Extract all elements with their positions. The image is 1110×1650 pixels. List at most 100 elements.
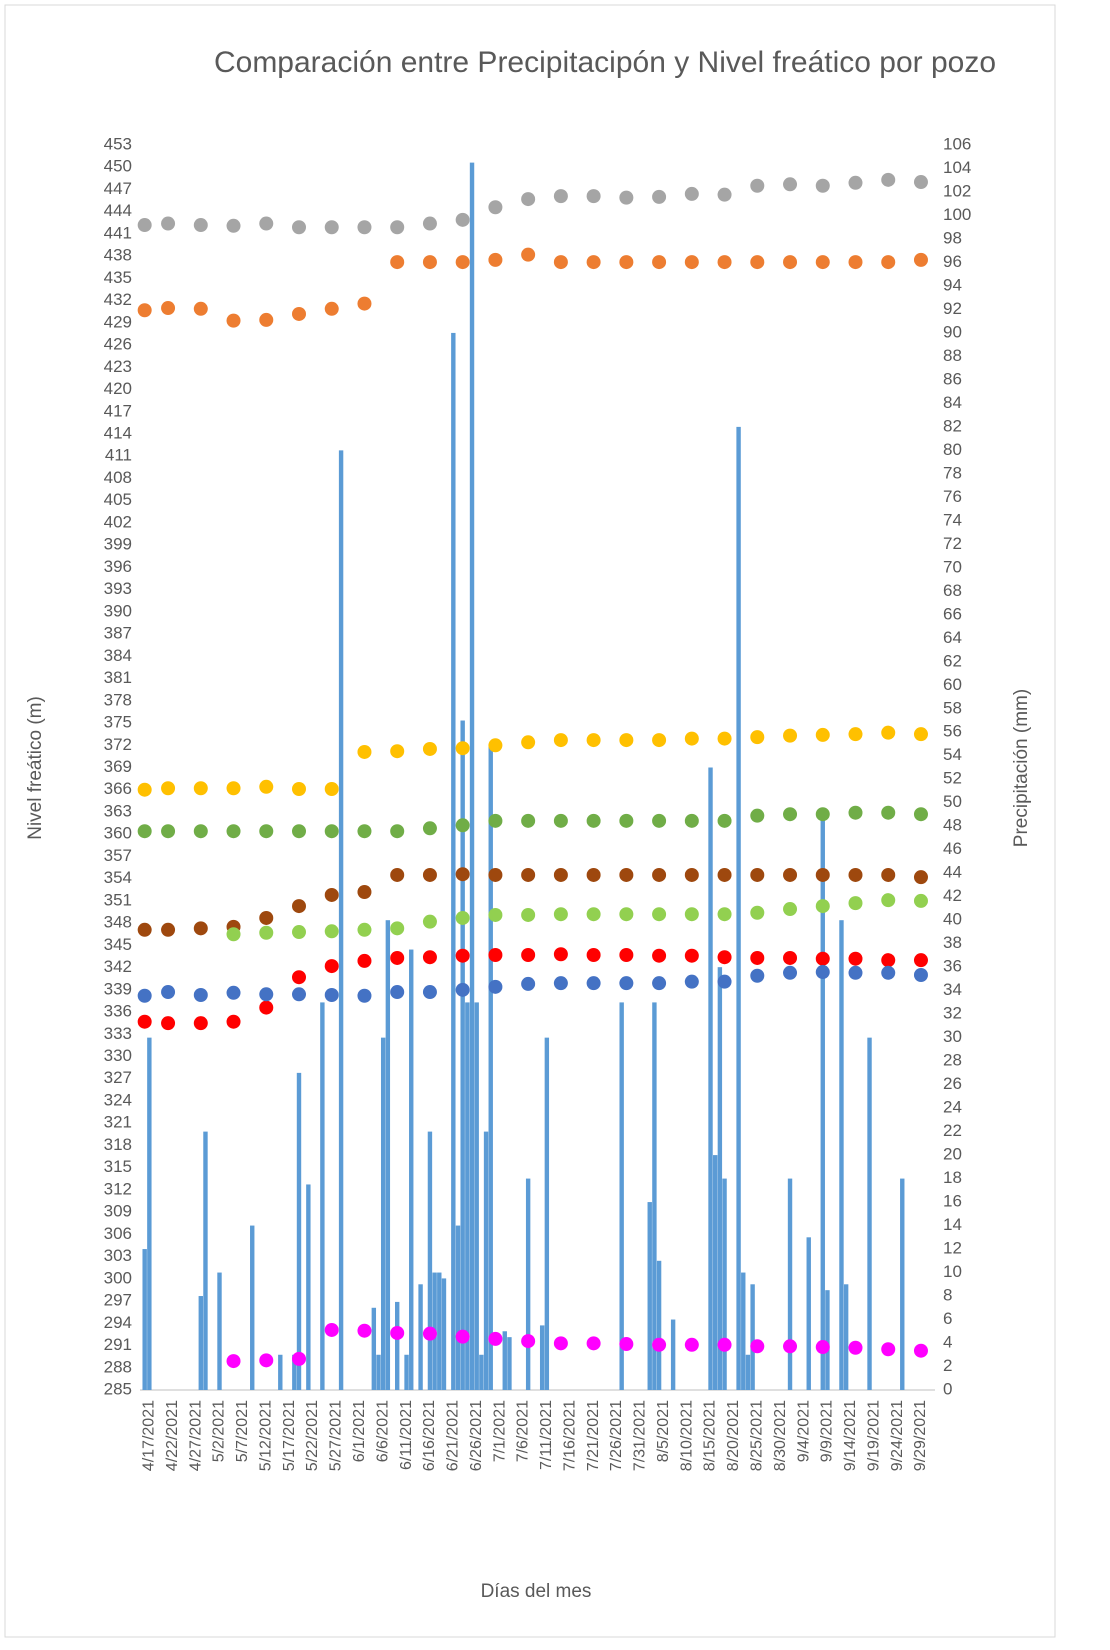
well-level-point	[422, 867, 437, 882]
well-level-point	[390, 824, 405, 839]
y-tick-label: 300	[104, 1268, 132, 1287]
y-tick-label: 408	[104, 468, 132, 487]
y2-tick-label: 48	[943, 816, 962, 835]
well-level-point	[913, 252, 928, 267]
y2-tick-label: 68	[943, 581, 962, 600]
y-tick-label: 363	[104, 801, 132, 820]
y2-tick-label: 56	[943, 722, 962, 741]
well-level-point	[193, 921, 208, 936]
well-level-point	[619, 947, 634, 962]
y-tick-label: 447	[104, 179, 132, 198]
well-level-point	[137, 922, 152, 937]
precipitation-bar	[147, 1037, 152, 1390]
y-tick-label: 306	[104, 1224, 132, 1243]
well-level-point	[422, 914, 437, 929]
precipitation-bar	[670, 1319, 676, 1390]
precipitation-bar	[843, 1284, 849, 1390]
precipitation-bar	[722, 1178, 727, 1390]
precipitation-bar	[404, 1354, 409, 1390]
well-level-point	[390, 950, 405, 965]
well-level-point	[848, 175, 863, 190]
well-level-point	[455, 948, 470, 963]
precipitation-bar	[745, 1354, 751, 1390]
well-level-point	[521, 192, 536, 207]
precipitation-bar	[479, 1354, 484, 1390]
y2-tick-label: 102	[943, 181, 971, 200]
y-tick-label: 369	[104, 757, 132, 776]
well-level-point	[717, 187, 732, 202]
y-tick-label: 321	[104, 1113, 132, 1132]
well-level-point	[193, 781, 208, 796]
well-level-point	[357, 220, 372, 235]
y2-tick-label: 70	[943, 557, 962, 576]
y-tick-label: 345	[104, 935, 132, 954]
well-level-point	[226, 1014, 241, 1029]
well-level-point	[815, 727, 830, 742]
well-level-point	[259, 1000, 274, 1015]
x-tick-label: 9/9/2021	[819, 1400, 836, 1462]
y2-tick-label: 62	[943, 651, 962, 670]
well-level-point	[848, 965, 863, 980]
well-level-point	[750, 808, 765, 823]
precipitation-bar	[474, 1002, 479, 1390]
well-level-point	[521, 947, 536, 962]
well-level-point	[455, 255, 470, 270]
y2-tick-label: 0	[943, 1379, 952, 1398]
well-level-point	[848, 896, 863, 911]
y2-tick-label: 36	[943, 957, 962, 976]
y2-tick-label: 84	[943, 393, 962, 412]
x-tick-label: 5/7/2021	[234, 1400, 251, 1462]
y2-tick-label: 4	[943, 1333, 952, 1352]
well-level-point	[652, 813, 667, 828]
precipitation-bar	[203, 1131, 208, 1390]
y-tick-label: 420	[104, 379, 132, 398]
x-tick-label: 4/27/2021	[187, 1400, 204, 1471]
precipitation-bar	[292, 1354, 297, 1390]
well-level-point	[324, 1322, 339, 1337]
well-level-point	[652, 948, 667, 963]
y2-tick-label: 104	[943, 158, 971, 177]
x-tick-label: 9/29/2021	[912, 1400, 929, 1471]
well-level-point	[652, 189, 667, 204]
well-level-point	[913, 175, 928, 190]
chart-title: Comparación entre Precipitacipón y Nivel…	[213, 46, 997, 79]
x-axis-title: Días del mes	[481, 1581, 592, 1602]
well-level-point	[193, 218, 208, 233]
y2-tick-label: 58	[943, 698, 962, 717]
y2-tick-label: 52	[943, 769, 962, 788]
well-level-point	[783, 1339, 798, 1354]
y2-tick-label: 38	[943, 933, 962, 952]
well-level-point	[521, 813, 536, 828]
y2-tick-label: 6	[943, 1309, 952, 1328]
y-tick-label: 414	[104, 424, 132, 443]
precipitation-bar	[708, 767, 713, 1390]
well-level-point	[226, 1354, 241, 1369]
x-tick-label: 9/24/2021	[889, 1400, 906, 1471]
y-tick-label: 453	[104, 134, 132, 153]
well-level-point	[717, 1337, 732, 1352]
well-level-point	[357, 1323, 372, 1338]
y-tick-label: 348	[104, 913, 132, 932]
y-tick-label: 438	[104, 246, 132, 265]
y2-tick-label: 90	[943, 322, 962, 341]
well-level-point	[586, 867, 601, 882]
well-level-point	[652, 907, 667, 922]
well-level-point	[521, 907, 536, 922]
well-level-point	[357, 988, 372, 1003]
x-tick-label: 6/6/2021	[374, 1400, 391, 1462]
y-tick-label: 294	[104, 1313, 132, 1332]
y2-tick-label: 10	[943, 1262, 962, 1281]
y2-tick-label: 76	[943, 487, 962, 506]
y2-tick-label: 86	[943, 369, 962, 388]
precipitation-bar	[296, 1072, 302, 1390]
well-level-point	[259, 824, 274, 839]
precipitation-bar	[652, 1002, 657, 1390]
x-tick-label: 5/27/2021	[328, 1400, 345, 1471]
y-tick-label: 285	[104, 1379, 132, 1398]
well-level-point	[750, 867, 765, 882]
y2-tick-label: 72	[943, 534, 962, 553]
well-level-point	[684, 867, 699, 882]
well-level-point	[488, 813, 503, 828]
well-level-point	[815, 178, 830, 193]
well-level-point	[553, 907, 568, 922]
